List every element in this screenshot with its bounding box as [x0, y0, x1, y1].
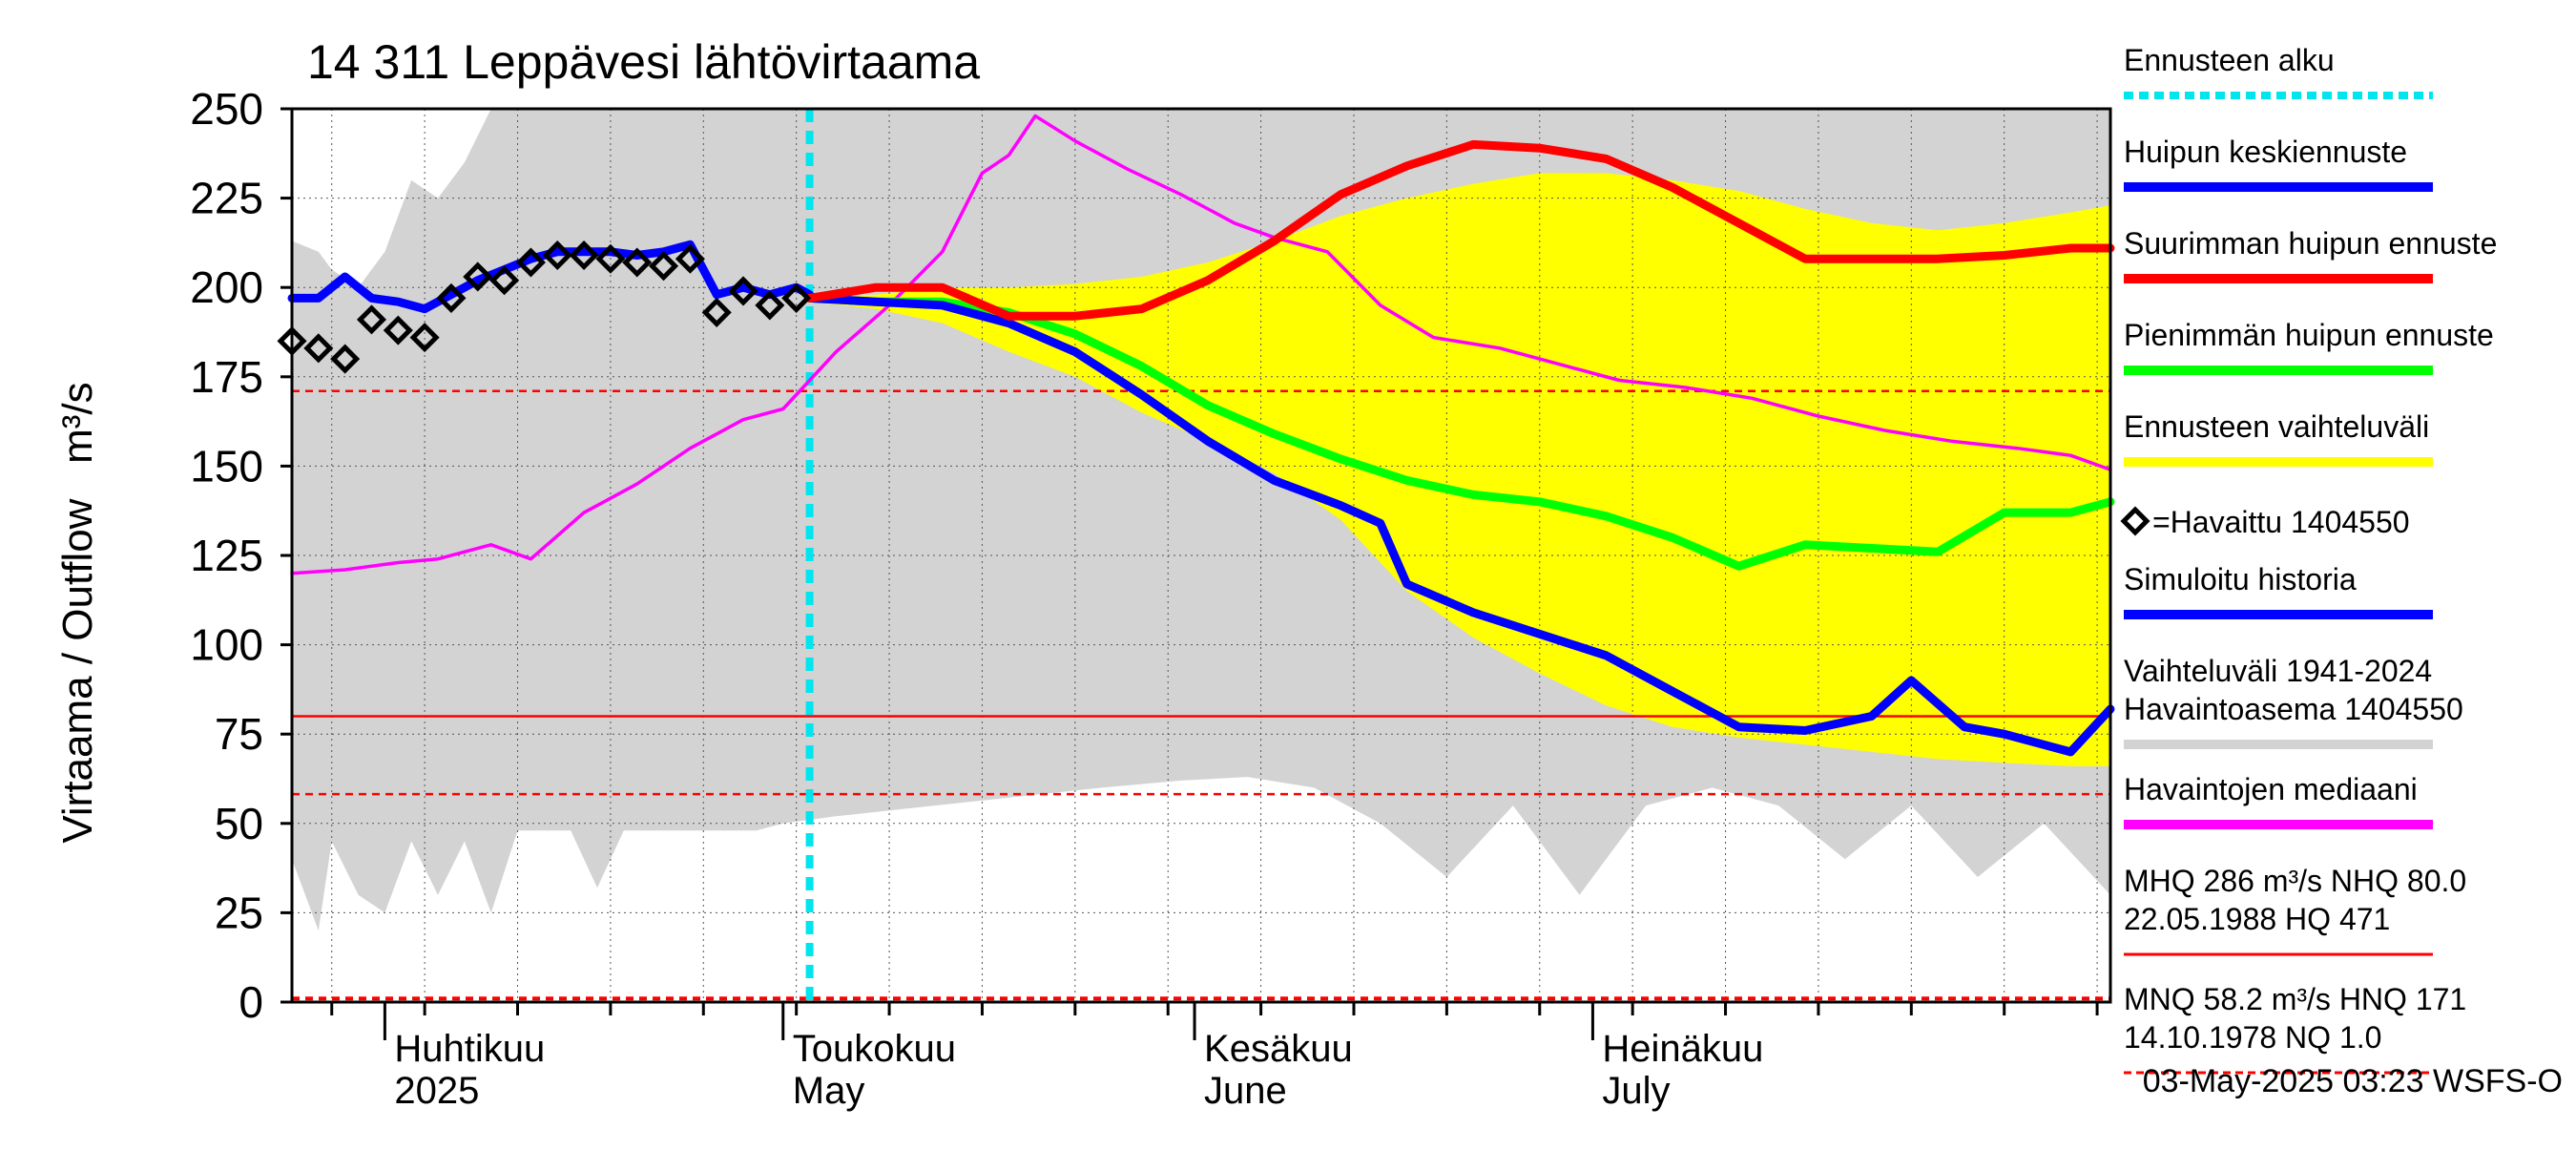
- legend-label: Huipun keskiennuste: [2124, 135, 2407, 169]
- y-tick-label: 150: [190, 441, 263, 491]
- axes-layer: 0 25 50 75 100 125 150 175 200 225 250 Huhtikuu2025…: [190, 84, 2099, 1112]
- x-month-label-fi: Toukokuu: [793, 1028, 956, 1070]
- y-tick-label: 225: [190, 174, 263, 223]
- ennusteen-vaihteluv-li-band: [809, 173, 2110, 766]
- observed-point: [356, 304, 387, 335]
- y-axis-label: Virtaama / Outflow m³/s: [54, 382, 101, 843]
- y-tick-label: 125: [190, 531, 263, 580]
- reference-lines-layer: [292, 109, 2110, 1002]
- legend-label: Ennusteen vaihteluväli: [2124, 409, 2429, 444]
- legend-label-line2: Havaintoasema 1404550: [2124, 692, 2463, 726]
- legend-label: Simuloitu historia: [2124, 562, 2357, 596]
- y-tick-label: 0: [239, 977, 263, 1027]
- observed-point: [383, 315, 413, 345]
- x-month-label-en: 2025: [394, 1070, 479, 1112]
- x-month-label-fi: Huhtikuu: [394, 1028, 545, 1070]
- observed-point: [463, 261, 493, 292]
- bands-layer: [292, 109, 2110, 931]
- observed-point: [409, 323, 440, 353]
- observed-point: [675, 243, 705, 274]
- legend-label: Suurimman huipun ennuste: [2124, 226, 2497, 261]
- y-tick-label: 75: [215, 709, 263, 759]
- observed-point: [436, 282, 467, 313]
- x-month-label-en: May: [793, 1070, 865, 1112]
- y-tick-label: 50: [215, 799, 263, 848]
- series-lines-layer: [287, 114, 2115, 757]
- legend-label: =Havaittu 1404550: [2152, 505, 2410, 539]
- observed-point: [701, 297, 732, 327]
- legend-label: Ennusteen alku: [2124, 43, 2335, 77]
- grid-layer: [292, 109, 2110, 1002]
- observed-point: [781, 282, 812, 313]
- huipun-keskiennuste-line: [805, 293, 2115, 757]
- legend-label: MNQ 58.2 m³/s HNQ 171: [2124, 982, 2466, 1016]
- observed-point: [303, 333, 334, 364]
- observed-point: [595, 243, 626, 274]
- y-tick-label: 100: [190, 620, 263, 670]
- legend-label: MHQ 286 m³/s NHQ 80.0: [2124, 864, 2466, 898]
- x-month-label-en: June: [1204, 1070, 1287, 1112]
- y-tick-label: 25: [215, 888, 263, 937]
- legend-label-line2: 14.10.1978 NQ 1.0: [2124, 1020, 2381, 1055]
- legend-label: Havaintojen mediaani: [2124, 772, 2418, 806]
- havaintojen-mediaani-line: [290, 114, 2112, 575]
- legend-label-line2: 22.05.1988 HQ 471: [2124, 902, 2390, 936]
- x-month-label-fi: Heinäkuu: [1602, 1028, 1763, 1070]
- legend-label: Vaihteluväli 1941-2024: [2124, 654, 2432, 688]
- observed-point: [755, 290, 785, 321]
- observed-point: [728, 276, 758, 306]
- observed-point: [649, 251, 679, 282]
- observed-point: [569, 240, 599, 271]
- x-month-label-en: July: [1602, 1070, 1670, 1112]
- observed-point: [622, 247, 653, 278]
- chart-title: 14 311 Leppävesi lähtövirtaama: [307, 35, 980, 89]
- y-tick-label: 200: [190, 262, 263, 312]
- legend-label: Pienimmän huipun ennuste: [2124, 318, 2494, 352]
- legend-marker: [2120, 506, 2150, 536]
- x-month-label-fi: Kesäkuu: [1204, 1028, 1353, 1070]
- observed-point: [489, 265, 520, 296]
- observed-point: [330, 344, 361, 374]
- y-tick-label: 175: [190, 352, 263, 402]
- suurimman-huipun-ennuste-line: [805, 139, 2115, 321]
- legend-layer: Ennusteen alku Huipun keskiennuste Suurimm…: [2120, 43, 2497, 1075]
- observed-point: [515, 247, 546, 278]
- observed-point: [542, 240, 572, 271]
- observed-markers-layer: [277, 240, 812, 374]
- footer-timestamp: 03-May-2025 03:23 WSFS-O: [2143, 1063, 2563, 1099]
- y-tick-label: 250: [190, 84, 263, 134]
